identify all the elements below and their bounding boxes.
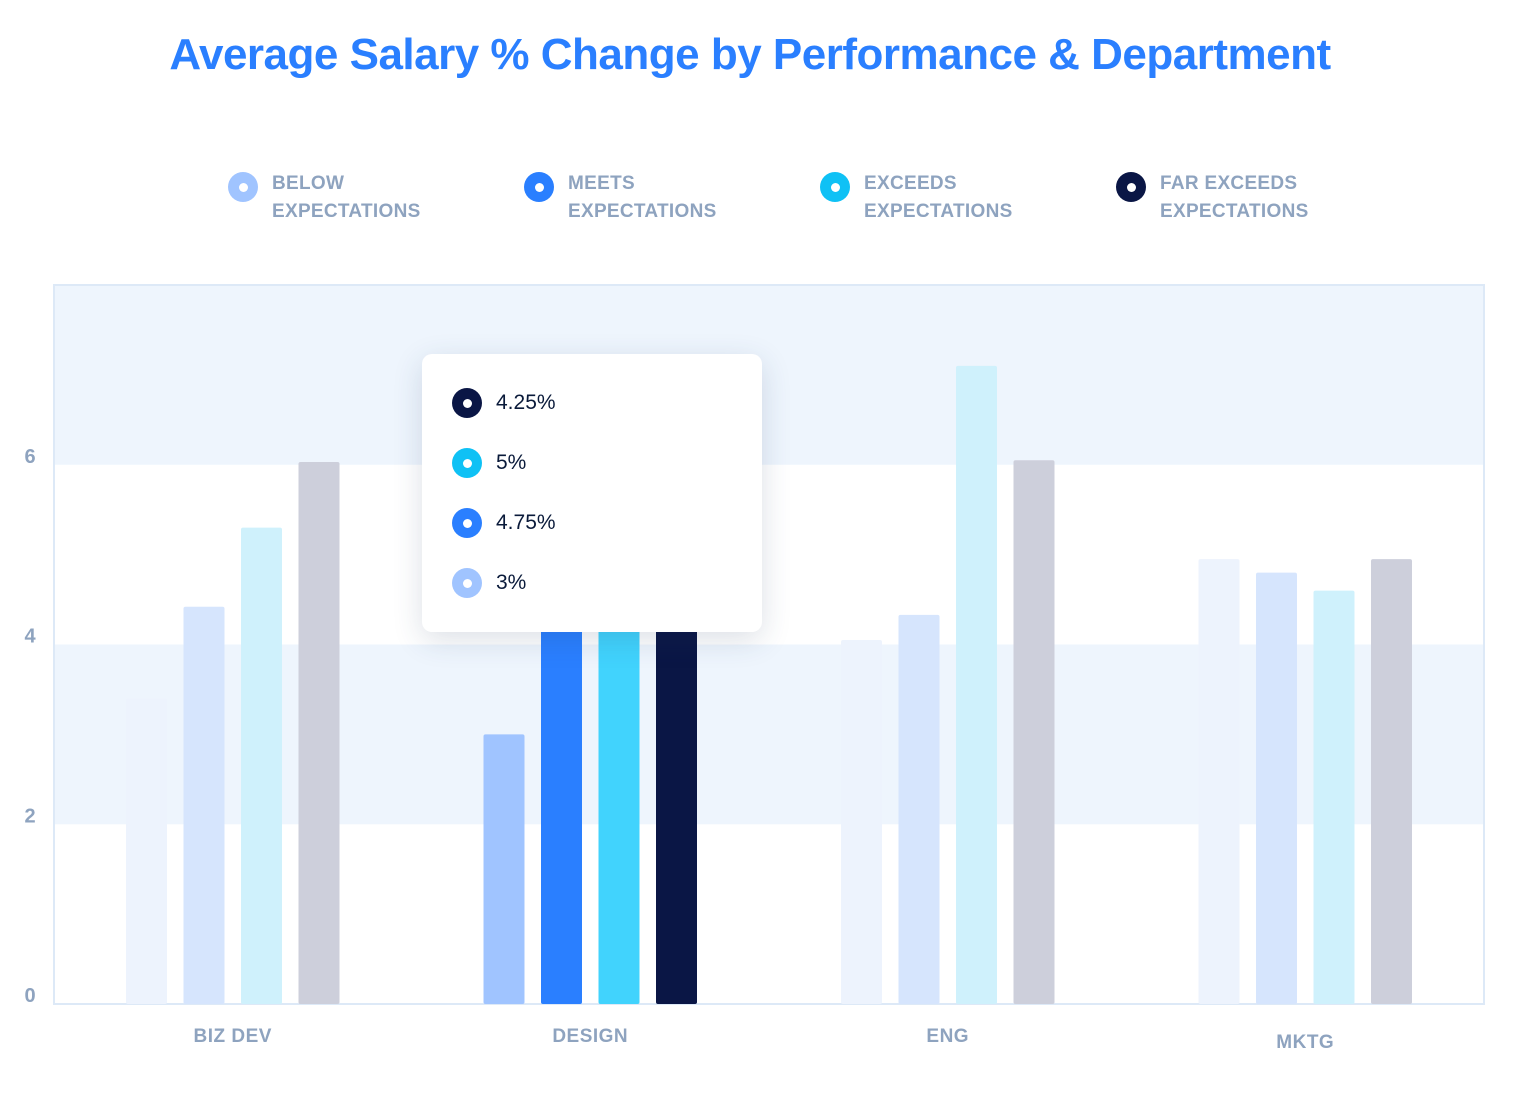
y-tick-label: 4	[24, 626, 36, 648]
bar	[541, 577, 582, 1004]
x-tick-label: DESIGN	[552, 1026, 628, 1047]
tooltip-dot-icon	[452, 508, 482, 538]
legend-label: EXCEEDS EXPECTATIONS	[864, 173, 1013, 222]
plot-frame	[53, 284, 1485, 1005]
bar	[126, 698, 167, 1004]
tooltip-dot-icon	[452, 388, 482, 418]
tooltip-value: 4.75%	[496, 511, 556, 534]
y-tick-label: 6	[24, 446, 35, 468]
bar	[1256, 572, 1297, 1004]
bar	[598, 554, 640, 1004]
chart-title: Average Salary % Change by Performance &…	[169, 30, 1331, 79]
bar	[841, 640, 882, 1004]
tooltip-row: 4.75%	[452, 508, 556, 538]
legend-label: BELOW EXPECTATIONS	[272, 173, 421, 222]
x-tick-label: BIZ DEV	[194, 1026, 272, 1047]
grid-band	[54, 285, 1484, 465]
legend-dot-icon	[228, 172, 258, 202]
bar	[1313, 590, 1355, 1004]
y-tick-label: 0	[24, 985, 35, 1007]
legend-label: FAR EXCEEDS EXPECTATIONS	[1160, 173, 1309, 222]
tooltip-dot-icon	[452, 568, 482, 598]
tooltip-value: 5%	[496, 451, 527, 474]
legend-dot-icon	[524, 172, 554, 202]
chart-tooltip: 4.25% 5% 4.75% 3%	[422, 354, 762, 632]
bar	[241, 527, 282, 1004]
bar	[656, 622, 697, 1004]
legend-dot-icon	[820, 172, 850, 202]
legend-label: MEETS EXPECTATIONS	[568, 173, 717, 222]
legend-item-exceeds[interactable]: EXCEEDS EXPECTATIONS	[820, 170, 1064, 226]
bar	[183, 606, 225, 1004]
legend-item-meets[interactable]: MEETS EXPECTATIONS	[524, 170, 768, 226]
tooltip-row: 3%	[452, 568, 526, 598]
bar	[1371, 559, 1412, 1004]
y-tick-label: 2	[24, 805, 35, 827]
tooltip-value: 3%	[496, 571, 527, 594]
legend-dot-icon	[1116, 172, 1146, 202]
tooltip-row: 5%	[452, 448, 526, 478]
grid-band	[54, 644, 1484, 825]
legend-item-far-exceeds[interactable]: FAR EXCEEDS EXPECTATIONS	[1116, 170, 1360, 226]
bar	[956, 365, 997, 1004]
tooltip-dot-icon	[452, 448, 482, 478]
bar	[483, 734, 525, 1004]
bar	[1198, 559, 1240, 1004]
bar	[1013, 460, 1055, 1005]
bar	[298, 462, 340, 1005]
tooltip-value: 4.25%	[496, 391, 556, 414]
legend-item-below[interactable]: BELOW EXPECTATIONS	[228, 170, 472, 226]
x-tick-label: MKTG	[1276, 1032, 1334, 1053]
bar	[898, 614, 940, 1004]
x-tick-label: ENG	[926, 1026, 969, 1047]
tooltip-row: 4.25%	[452, 388, 556, 418]
